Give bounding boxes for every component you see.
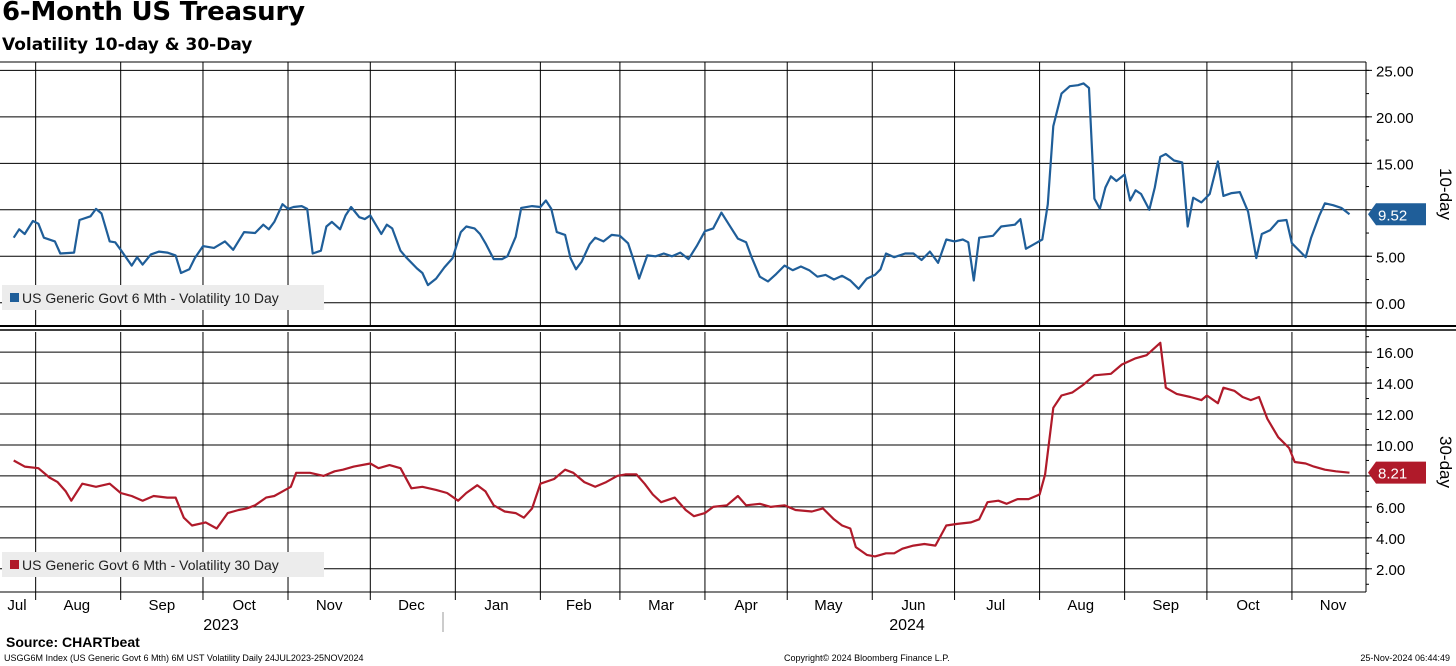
legend-label: US Generic Govt 6 Mth - Volatility 10 Da… — [22, 290, 279, 306]
x-month-label: Feb — [566, 597, 592, 614]
x-month-label: Oct — [1236, 597, 1260, 614]
legend-box — [2, 552, 324, 577]
source-note: Source: CHARTbeat — [6, 634, 140, 650]
y-tick-label: 10.00 — [1376, 438, 1414, 455]
y-axis-label: 30-day — [1436, 436, 1455, 488]
chart-title: 6-Month US Treasury — [2, 0, 305, 27]
x-month-label: Mar — [648, 597, 674, 614]
y-tick-label: 4.00 — [1376, 531, 1405, 548]
legend-label: US Generic Govt 6 Mth - Volatility 30 Da… — [22, 557, 279, 573]
y-tick-label: 25.00 — [1376, 63, 1414, 80]
x-month-label: Jul — [986, 597, 1005, 614]
x-month-label: Aug — [63, 597, 90, 614]
x-month-label: Nov — [1320, 597, 1347, 614]
x-month-label: May — [814, 597, 843, 614]
x-month-label: Sep — [148, 597, 175, 614]
last-value-label: 8.21 — [1378, 466, 1407, 483]
footer-copyright: Copyright© 2024 Bloomberg Finance L.P. — [784, 653, 950, 663]
x-month-label: Oct — [232, 597, 256, 614]
x-month-label: Apr — [734, 597, 757, 614]
series-line — [12, 82, 1351, 290]
x-axis: Jul Aug Sep Oct Nov Dec Jan Feb Mar Apr May Jun Jul A… — [7, 592, 1347, 634]
legend-swatch — [10, 293, 19, 302]
x-month-label: Aug — [1067, 597, 1094, 614]
series-line — [13, 341, 1350, 558]
y-tick-label: 0.00 — [1376, 296, 1405, 313]
x-month-label: Jul — [7, 597, 26, 614]
last-value-badge — [1368, 203, 1426, 226]
chart-subtitle: Volatility 10-day & 30-Day — [2, 35, 253, 55]
legend-box — [2, 285, 324, 310]
x-month-label: Jan — [484, 597, 508, 614]
x-month-label: Sep — [1152, 597, 1179, 614]
y-tick-label: 20.00 — [1376, 110, 1414, 127]
panel-30day: 2.004.006.008.0010.0012.0014.0016.008.21… — [0, 332, 1455, 592]
x-month-label: Nov — [316, 597, 343, 614]
y-tick-label: 12.00 — [1376, 407, 1414, 424]
panel-10day: 0.005.0010.0015.0020.0025.009.5210-dayUS… — [0, 62, 1455, 326]
x-month-label: Jun — [901, 597, 925, 614]
footer-timestamp: 25-Nov-2024 06:44:49 — [1360, 653, 1450, 663]
y-tick-label: 5.00 — [1376, 249, 1405, 266]
last-value-badge — [1368, 461, 1426, 484]
footer-index-info: USGG6M Index (US Generic Govt 6 Mth) 6M … — [4, 653, 364, 663]
y-tick-label: 14.00 — [1376, 376, 1414, 393]
x-month-label: Dec — [398, 597, 425, 614]
x-year-label: 2023 — [203, 617, 239, 634]
legend-swatch — [10, 560, 19, 569]
last-value-label: 9.52 — [1378, 207, 1407, 224]
chart-frame — [0, 61, 1456, 593]
y-tick-label: 6.00 — [1376, 500, 1405, 517]
y-tick-label: 16.00 — [1376, 345, 1414, 362]
y-tick-label: 15.00 — [1376, 156, 1414, 173]
x-year-label: 2024 — [889, 617, 925, 634]
y-axis-label: 10-day — [1436, 168, 1455, 220]
y-tick-label: 2.00 — [1376, 562, 1405, 579]
